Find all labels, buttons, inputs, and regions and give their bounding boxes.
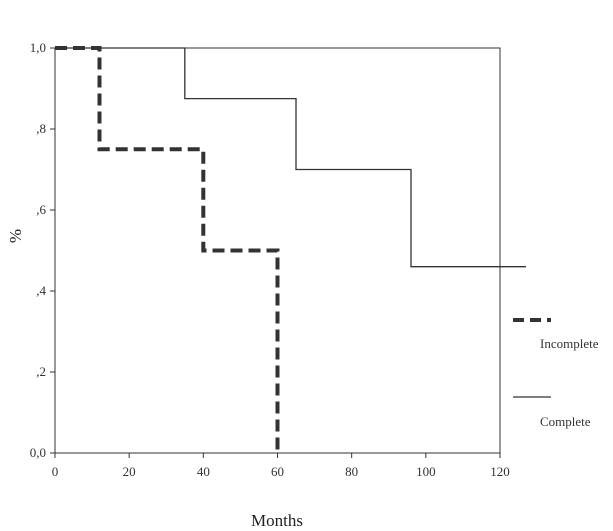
y-axis: 0,0 ,2 ,4 ,6 ,8 1,0 (30, 40, 55, 460)
y-tick-label: 1,0 (30, 40, 46, 55)
y-tick-label: ,2 (36, 364, 46, 379)
series-line-incomplete (55, 46, 280, 453)
legend: Incomplete Complete (513, 318, 599, 429)
x-axis-label: Months (251, 511, 303, 530)
x-tick-label: 20 (123, 464, 136, 479)
legend-label-incomplete: Incomplete (540, 336, 599, 351)
legend-label-complete: Complete (540, 414, 591, 429)
y-tick-label: 0,0 (30, 445, 46, 460)
x-axis: 0 20 40 60 80 100 120 (52, 453, 510, 479)
x-tick-label: 80 (345, 464, 358, 479)
y-tick-label: ,8 (36, 121, 46, 136)
x-tick-label: 0 (52, 464, 59, 479)
series-group (55, 46, 526, 453)
y-axis-label: % (6, 229, 25, 243)
series-line-complete (55, 47, 526, 268)
y-tick-label: ,6 (36, 202, 46, 217)
x-tick-label: 60 (271, 464, 284, 479)
x-tick-label: 120 (490, 464, 510, 479)
x-tick-label: 100 (416, 464, 436, 479)
x-tick-label: 40 (197, 464, 210, 479)
y-tick-label: ,4 (36, 283, 46, 298)
